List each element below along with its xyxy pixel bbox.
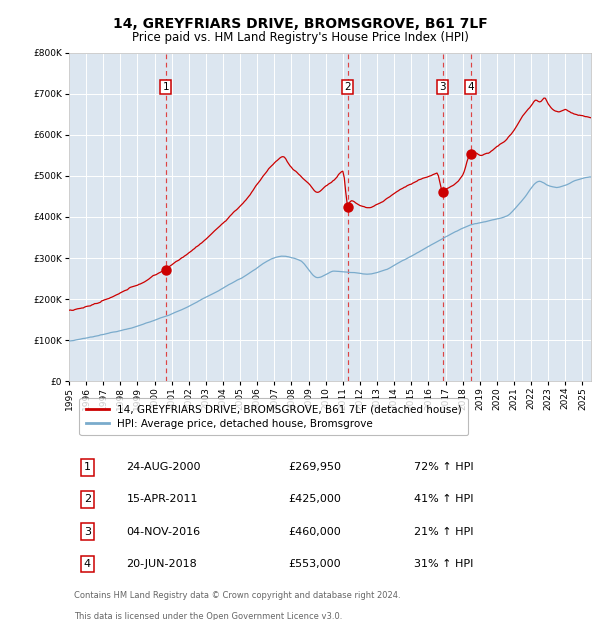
Text: 4: 4 (84, 559, 91, 569)
Text: 14, GREYFRIARS DRIVE, BROMSGROVE, B61 7LF: 14, GREYFRIARS DRIVE, BROMSGROVE, B61 7L… (113, 17, 487, 32)
Text: 2: 2 (84, 495, 91, 505)
Text: 15-APR-2011: 15-APR-2011 (127, 495, 198, 505)
Text: 21% ↑ HPI: 21% ↑ HPI (413, 526, 473, 536)
Text: 3: 3 (84, 526, 91, 536)
Text: 2: 2 (344, 82, 351, 92)
Text: £460,000: £460,000 (288, 526, 341, 536)
Text: 3: 3 (439, 82, 446, 92)
Text: 20-JUN-2018: 20-JUN-2018 (127, 559, 197, 569)
Text: £269,950: £269,950 (288, 463, 341, 472)
Text: 1: 1 (163, 82, 169, 92)
Text: 24-AUG-2000: 24-AUG-2000 (127, 463, 201, 472)
Text: 04-NOV-2016: 04-NOV-2016 (127, 526, 200, 536)
Text: 4: 4 (467, 82, 474, 92)
Text: This data is licensed under the Open Government Licence v3.0.: This data is licensed under the Open Gov… (74, 612, 343, 620)
Text: 72% ↑ HPI: 72% ↑ HPI (413, 463, 473, 472)
Text: £553,000: £553,000 (288, 559, 341, 569)
Text: £425,000: £425,000 (288, 495, 341, 505)
Text: 31% ↑ HPI: 31% ↑ HPI (413, 559, 473, 569)
Text: 1: 1 (84, 463, 91, 472)
Legend: 14, GREYFRIARS DRIVE, BROMSGROVE, B61 7LF (detached house), HPI: Average price, : 14, GREYFRIARS DRIVE, BROMSGROVE, B61 7L… (79, 398, 468, 435)
Text: Price paid vs. HM Land Registry's House Price Index (HPI): Price paid vs. HM Land Registry's House … (131, 31, 469, 44)
Text: Contains HM Land Registry data © Crown copyright and database right 2024.: Contains HM Land Registry data © Crown c… (74, 591, 401, 600)
Text: 41% ↑ HPI: 41% ↑ HPI (413, 495, 473, 505)
